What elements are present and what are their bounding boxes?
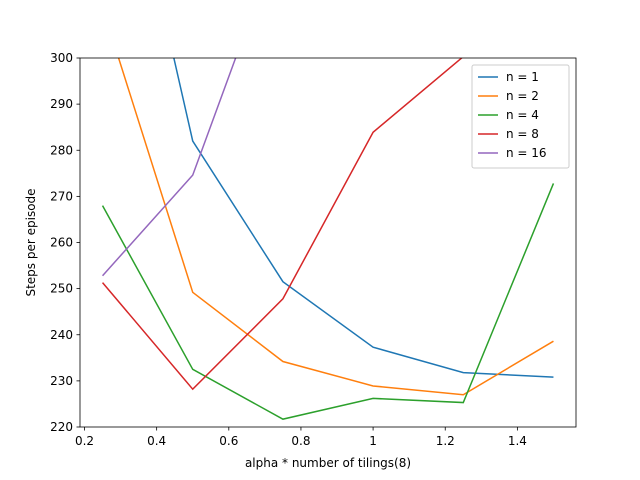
legend-label: n = 2 [506, 89, 539, 103]
legend-label: n = 1 [506, 70, 539, 84]
series-line [101, 58, 463, 391]
x-axis-label: alpha * number of tilings(8) [245, 456, 411, 470]
y-tick-label: 270 [50, 189, 73, 203]
series-line [173, 58, 554, 378]
x-tick-label: 1.4 [508, 434, 527, 448]
y-tick-label: 300 [50, 51, 73, 65]
legend-label: n = 4 [506, 108, 539, 122]
series-line [101, 183, 555, 420]
y-tick-label: 290 [50, 97, 73, 111]
series-line [117, 58, 554, 396]
y-axis-label: Steps per episode [24, 188, 38, 296]
y-tick-label: 280 [50, 143, 73, 157]
legend-label: n = 8 [506, 127, 539, 141]
series-line [101, 58, 237, 277]
x-tick-label: 0.6 [219, 434, 238, 448]
plot-lines [101, 58, 555, 420]
y-tick-label: 240 [50, 328, 73, 342]
legend-box [471, 64, 570, 169]
x-tick-label: 0.2 [75, 434, 94, 448]
legend-label: n = 16 [506, 146, 547, 160]
x-tick-label: 1 [369, 434, 377, 448]
x-tick-label: 1.2 [436, 434, 455, 448]
y-tick-label: 220 [50, 420, 73, 434]
y-tick-label: 230 [50, 374, 73, 388]
axes-frame [79, 57, 577, 428]
y-tick-label: 260 [50, 236, 73, 250]
x-tick-label: 0.4 [147, 434, 166, 448]
y-tick-label: 250 [50, 282, 73, 296]
x-tick-label: 0.8 [291, 434, 310, 448]
